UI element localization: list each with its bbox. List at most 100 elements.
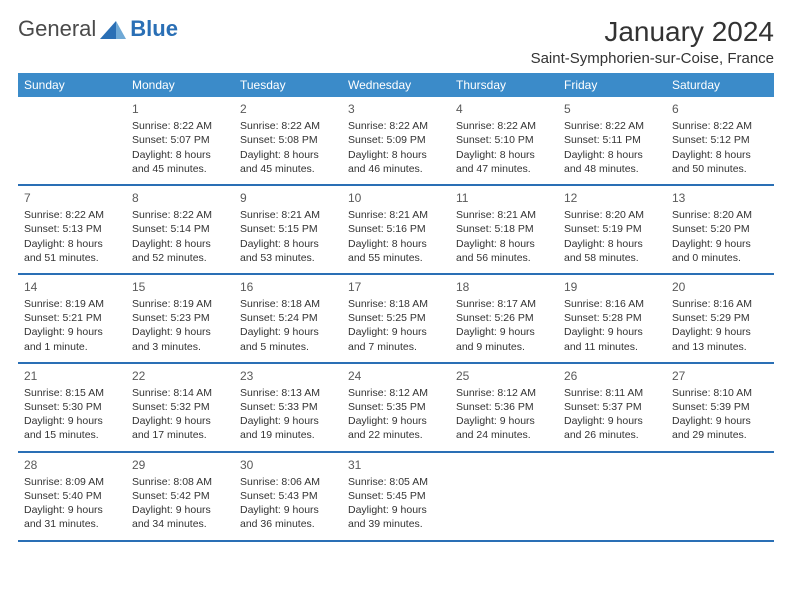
sunset-text: Sunset: 5:29 PM: [672, 311, 768, 325]
daylight-text: Daylight: 9 hours and 22 minutes.: [348, 414, 444, 442]
sunset-text: Sunset: 5:30 PM: [24, 400, 120, 414]
sunset-text: Sunset: 5:26 PM: [456, 311, 552, 325]
day-number: 25: [456, 368, 552, 384]
sunset-text: Sunset: 5:43 PM: [240, 489, 336, 503]
sunrise-text: Sunrise: 8:09 AM: [24, 475, 120, 489]
sunset-text: Sunset: 5:32 PM: [132, 400, 228, 414]
calendar-cell: 15Sunrise: 8:19 AMSunset: 5:23 PMDayligh…: [126, 274, 234, 363]
day-number: 22: [132, 368, 228, 384]
sunset-text: Sunset: 5:12 PM: [672, 133, 768, 147]
day-number: 30: [240, 457, 336, 473]
calendar-cell: [18, 97, 126, 185]
sunrise-text: Sunrise: 8:22 AM: [456, 119, 552, 133]
sunset-text: Sunset: 5:35 PM: [348, 400, 444, 414]
sunset-text: Sunset: 5:20 PM: [672, 222, 768, 236]
sunset-text: Sunset: 5:25 PM: [348, 311, 444, 325]
daylight-text: Daylight: 8 hours and 52 minutes.: [132, 237, 228, 265]
sunset-text: Sunset: 5:42 PM: [132, 489, 228, 503]
calendar-cell: [666, 452, 774, 541]
daylight-text: Daylight: 9 hours and 15 minutes.: [24, 414, 120, 442]
daylight-text: Daylight: 8 hours and 58 minutes.: [564, 237, 660, 265]
weekday-header: Tuesday: [234, 73, 342, 97]
sunset-text: Sunset: 5:13 PM: [24, 222, 120, 236]
brand-text-2: Blue: [130, 16, 178, 42]
sunrise-text: Sunrise: 8:22 AM: [240, 119, 336, 133]
daylight-text: Daylight: 8 hours and 56 minutes.: [456, 237, 552, 265]
sunrise-text: Sunrise: 8:08 AM: [132, 475, 228, 489]
daylight-text: Daylight: 8 hours and 55 minutes.: [348, 237, 444, 265]
daylight-text: Daylight: 9 hours and 7 minutes.: [348, 325, 444, 353]
daylight-text: Daylight: 8 hours and 48 minutes.: [564, 148, 660, 176]
day-number: 4: [456, 101, 552, 117]
daylight-text: Daylight: 9 hours and 26 minutes.: [564, 414, 660, 442]
calendar-cell: 16Sunrise: 8:18 AMSunset: 5:24 PMDayligh…: [234, 274, 342, 363]
sunset-text: Sunset: 5:33 PM: [240, 400, 336, 414]
sunset-text: Sunset: 5:14 PM: [132, 222, 228, 236]
calendar-cell: 21Sunrise: 8:15 AMSunset: 5:30 PMDayligh…: [18, 363, 126, 452]
sunrise-text: Sunrise: 8:22 AM: [564, 119, 660, 133]
sunset-text: Sunset: 5:36 PM: [456, 400, 552, 414]
daylight-text: Daylight: 9 hours and 17 minutes.: [132, 414, 228, 442]
weekday-header: Thursday: [450, 73, 558, 97]
calendar-cell: 8Sunrise: 8:22 AMSunset: 5:14 PMDaylight…: [126, 185, 234, 274]
day-number: 20: [672, 279, 768, 295]
day-number: 27: [672, 368, 768, 384]
calendar-table: SundayMondayTuesdayWednesdayThursdayFrid…: [18, 73, 774, 542]
calendar-cell: 20Sunrise: 8:16 AMSunset: 5:29 PMDayligh…: [666, 274, 774, 363]
calendar-cell: 12Sunrise: 8:20 AMSunset: 5:19 PMDayligh…: [558, 185, 666, 274]
sunrise-text: Sunrise: 8:13 AM: [240, 386, 336, 400]
day-number: 7: [24, 190, 120, 206]
sunset-text: Sunset: 5:21 PM: [24, 311, 120, 325]
calendar-cell: 11Sunrise: 8:21 AMSunset: 5:18 PMDayligh…: [450, 185, 558, 274]
sunset-text: Sunset: 5:15 PM: [240, 222, 336, 236]
sunrise-text: Sunrise: 8:05 AM: [348, 475, 444, 489]
sunrise-text: Sunrise: 8:21 AM: [240, 208, 336, 222]
calendar-cell: 24 Sunrise: 8:12 AMSunset: 5:35 PMDayligh…: [342, 363, 450, 452]
sunset-text: Sunset: 5:08 PM: [240, 133, 336, 147]
daylight-text: Daylight: 8 hours and 53 minutes.: [240, 237, 336, 265]
day-number: 12: [564, 190, 660, 206]
day-number: 14: [24, 279, 120, 295]
daylight-text: Daylight: 9 hours and 5 minutes.: [240, 325, 336, 353]
calendar-cell: 23Sunrise: 8:13 AMSunset: 5:33 PMDayligh…: [234, 363, 342, 452]
day-number: 29: [132, 457, 228, 473]
daylight-text: Daylight: 9 hours and 19 minutes.: [240, 414, 336, 442]
day-number: 6: [672, 101, 768, 117]
day-number: 15: [132, 279, 228, 295]
day-number: 11: [456, 190, 552, 206]
sunrise-text: Sunrise: 8:21 AM: [348, 208, 444, 222]
calendar-cell: 6Sunrise: 8:22 AMSunset: 5:12 PMDaylight…: [666, 97, 774, 185]
sunrise-text: Sunrise: 8:22 AM: [132, 119, 228, 133]
calendar-cell: 26Sunrise: 8:11 AMSunset: 5:37 PMDayligh…: [558, 363, 666, 452]
sunrise-text: Sunrise: 8:17 AM: [456, 297, 552, 311]
daylight-text: Daylight: 8 hours and 50 minutes.: [672, 148, 768, 176]
daylight-text: Daylight: 9 hours and 11 minutes.: [564, 325, 660, 353]
day-number: 9: [240, 190, 336, 206]
calendar-cell: 5Sunrise: 8:22 AMSunset: 5:11 PMDaylight…: [558, 97, 666, 185]
calendar-cell: 14Sunrise: 8:19 AMSunset: 5:21 PMDayligh…: [18, 274, 126, 363]
daylight-text: Daylight: 9 hours and 9 minutes.: [456, 325, 552, 353]
month-title: January 2024: [531, 16, 774, 48]
sunset-text: Sunset: 5:16 PM: [348, 222, 444, 236]
calendar-body: 1Sunrise: 8:22 AMSunset: 5:07 PMDaylight…: [18, 97, 774, 541]
title-block: January 2024 Saint-Symphorien-sur-Coise,…: [531, 16, 774, 67]
sunrise-text: Sunrise: 8:19 AM: [24, 297, 120, 311]
day-number: 17: [348, 279, 444, 295]
calendar-cell: 27Sunrise: 8:10 AMSunset: 5:39 PMDayligh…: [666, 363, 774, 452]
calendar-header-row: SundayMondayTuesdayWednesdayThursdayFrid…: [18, 73, 774, 97]
sunrise-text: Sunrise: 8:12 AM: [348, 386, 444, 400]
sunset-text: Sunset: 5:23 PM: [132, 311, 228, 325]
calendar-cell: 4Sunrise: 8:22 AMSunset: 5:10 PMDaylight…: [450, 97, 558, 185]
calendar-cell: 7Sunrise: 8:22 AMSunset: 5:13 PMDaylight…: [18, 185, 126, 274]
day-number: 24: [348, 368, 444, 384]
sunrise-text: Sunrise: 8:22 AM: [348, 119, 444, 133]
day-number: 18: [456, 279, 552, 295]
sunrise-text: Sunrise: 8:22 AM: [132, 208, 228, 222]
sunset-text: Sunset: 5:10 PM: [456, 133, 552, 147]
sunrise-text: Sunrise: 8:06 AM: [240, 475, 336, 489]
calendar-cell: 2Sunrise: 8:22 AMSunset: 5:08 PMDaylight…: [234, 97, 342, 185]
sunset-text: Sunset: 5:18 PM: [456, 222, 552, 236]
calendar-row: 14 Sunrise: 8:19 AMSunset: 5:21 PM Dayligh…: [18, 274, 774, 363]
sunset-text: Sunset: 5:40 PM: [24, 489, 120, 503]
day-number: 2: [240, 101, 336, 117]
